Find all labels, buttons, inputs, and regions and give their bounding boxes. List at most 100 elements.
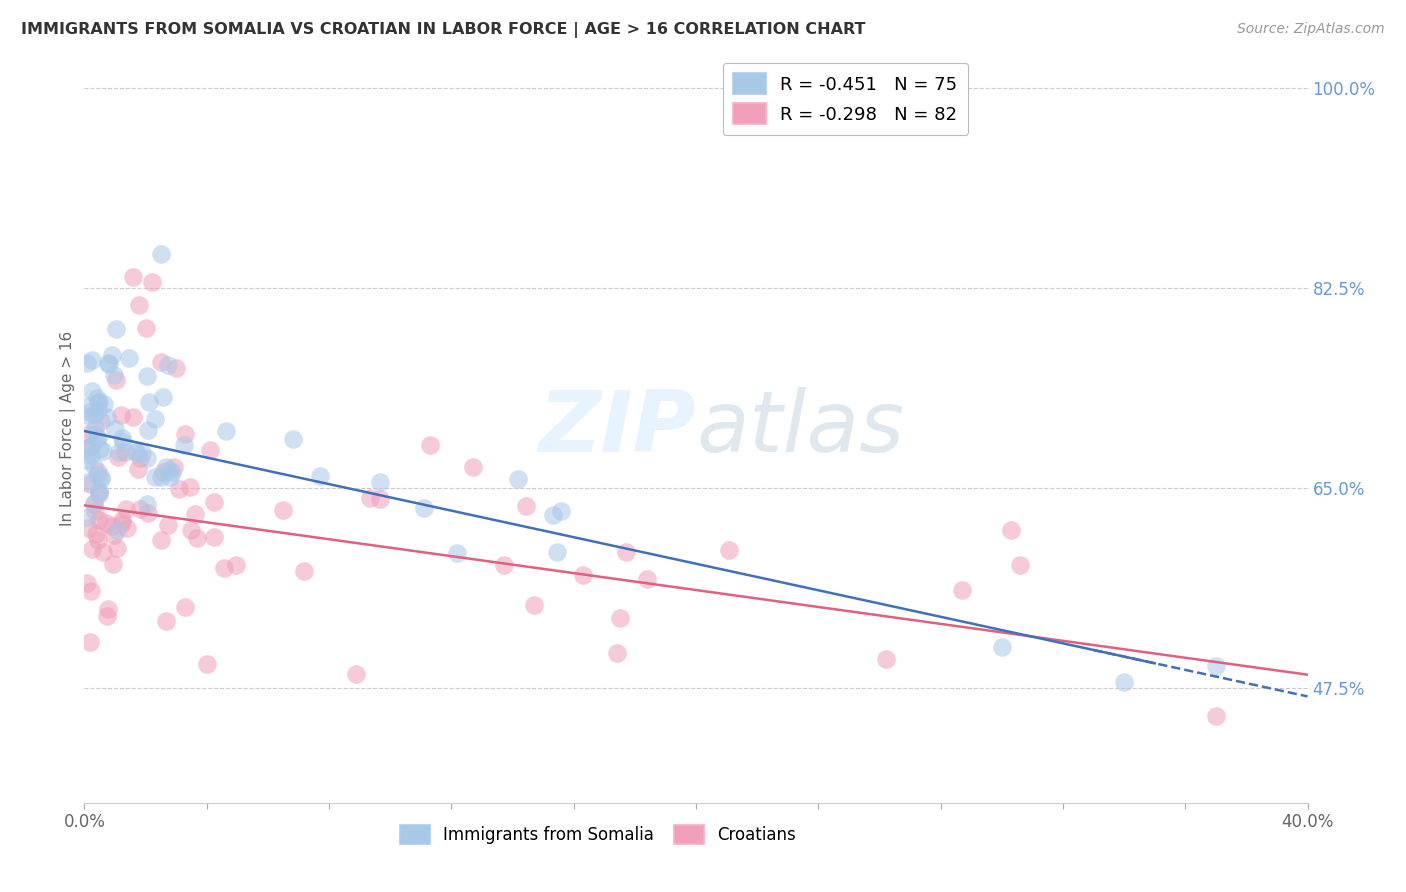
Point [79, 635, 101, 649]
Point [136, 423, 159, 437]
Point [173, 438, 195, 452]
Point [609, 611, 631, 625]
Point [80, 448, 103, 462]
Point [87, 465, 110, 479]
Point [122, 410, 145, 425]
Point [515, 499, 537, 513]
Point [572, 568, 595, 582]
Point [104, 422, 127, 436]
Point [152, 465, 174, 479]
Point [160, 465, 183, 479]
Point [149, 246, 172, 260]
Point [112, 435, 135, 450]
Point [155, 460, 177, 475]
Point [86, 403, 108, 417]
Point [135, 368, 157, 383]
Point [157, 463, 180, 477]
Point [86, 468, 108, 483]
Point [543, 508, 565, 523]
Point [76, 576, 98, 591]
Point [186, 531, 208, 545]
Point [105, 523, 128, 537]
Point [87, 513, 110, 527]
Point [83, 408, 105, 422]
Point [76, 355, 98, 369]
Point [84, 527, 107, 541]
Point [149, 470, 172, 484]
Point [344, 667, 367, 681]
Point [492, 558, 515, 572]
Point [76, 475, 98, 490]
Point [80, 439, 103, 453]
Point [79, 476, 101, 491]
Point [103, 528, 125, 542]
Point [93, 397, 115, 411]
Point [446, 545, 468, 559]
Point [157, 358, 180, 372]
Point [87, 394, 110, 409]
Point [89, 442, 111, 456]
Point [271, 503, 294, 517]
Point [129, 451, 152, 466]
Point [91, 545, 114, 559]
Point [114, 445, 136, 459]
Point [225, 558, 247, 573]
Point [1205, 709, 1227, 723]
Point [90, 472, 112, 486]
Point [135, 321, 157, 335]
Point [195, 657, 218, 671]
Point [89, 483, 111, 498]
Point [128, 298, 150, 312]
Point [523, 598, 546, 612]
Point [101, 518, 124, 533]
Point [135, 497, 157, 511]
Point [82, 542, 104, 557]
Text: ZIP: ZIP [538, 386, 696, 470]
Point [97, 601, 120, 615]
Point [90, 470, 112, 484]
Point [110, 408, 132, 422]
Point [138, 395, 160, 409]
Point [87, 431, 110, 445]
Point [127, 461, 149, 475]
Text: Source: ZipAtlas.com: Source: ZipAtlas.com [1237, 22, 1385, 37]
Point [83, 426, 105, 441]
Point [202, 495, 225, 509]
Point [79, 405, 101, 419]
Point [159, 470, 181, 484]
Point [89, 484, 111, 499]
Point [76, 453, 98, 467]
Point [152, 391, 174, 405]
Point [125, 445, 148, 459]
Point [122, 269, 145, 284]
Point [76, 521, 98, 535]
Point [184, 507, 207, 521]
Point [97, 357, 120, 371]
Point [104, 322, 127, 336]
Point [174, 599, 197, 614]
Point [111, 516, 134, 530]
Point [876, 651, 898, 665]
Point [80, 440, 103, 454]
Point [1114, 674, 1136, 689]
Text: atlas: atlas [696, 386, 904, 470]
Point [636, 572, 658, 586]
Point [1000, 523, 1022, 537]
Point [359, 491, 381, 506]
Point [309, 468, 332, 483]
Point [83, 458, 105, 473]
Point [125, 444, 148, 458]
Point [180, 523, 202, 537]
Point [107, 450, 129, 464]
Point [101, 558, 124, 572]
Point [174, 427, 197, 442]
Point [86, 392, 108, 406]
Point [212, 561, 235, 575]
Point [118, 351, 141, 365]
Point [111, 431, 134, 445]
Point [157, 518, 180, 533]
Point [718, 542, 741, 557]
Point [202, 530, 225, 544]
Point [91, 444, 114, 458]
Point [83, 495, 105, 509]
